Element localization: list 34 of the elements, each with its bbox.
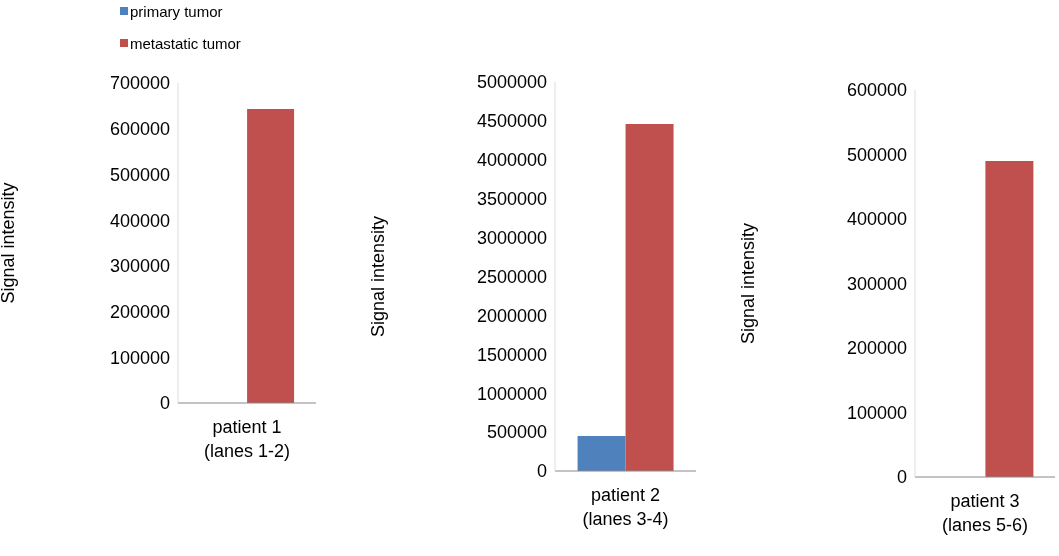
- y-tick-label: 400000: [846, 209, 907, 230]
- y-tick-label: 1500000: [476, 344, 547, 365]
- y-tick-label: 100000: [846, 402, 907, 423]
- y-tick-label: 100000: [109, 347, 170, 368]
- y-tick-label: 300000: [109, 256, 170, 277]
- y-axis-title: Signal intensity: [368, 215, 389, 338]
- y-tick-label: 0: [896, 467, 907, 488]
- y-tick-label: 500000: [846, 144, 907, 165]
- y-axis-title: Signal intensity: [738, 222, 759, 345]
- y-tick-label: 500000: [486, 422, 547, 443]
- y-tick-label: 600000: [109, 119, 170, 140]
- y-tick-label: 0: [536, 461, 547, 482]
- y-tick-label: 300000: [846, 273, 907, 294]
- x-tick-label: patient 1 (lanes 1-2): [203, 417, 291, 461]
- y-tick-label: 4000000: [476, 150, 547, 171]
- y-tick-label: 700000: [109, 73, 170, 94]
- y-tick-label: 500000: [109, 164, 170, 185]
- y-axis-title: Signal intensity: [0, 182, 19, 304]
- legend-label: primary tumor: [130, 2, 223, 20]
- y-tick-label: 5000000: [476, 72, 547, 93]
- y-tick-label: 200000: [109, 301, 170, 322]
- y-tick-label: 0: [159, 393, 170, 414]
- legend-label: metastatic tumor: [130, 34, 241, 52]
- y-tick-label: 3500000: [476, 189, 547, 210]
- y-tick-label: 1000000: [476, 383, 547, 404]
- x-tick-label: patient 2 (lanes 3-4): [582, 485, 669, 529]
- y-tick-label: 4500000: [476, 111, 547, 132]
- y-tick-label: 200000: [846, 338, 907, 359]
- y-tick-label: 2500000: [476, 266, 547, 287]
- y-tick-label: 2000000: [476, 305, 547, 326]
- y-tick-label: 400000: [109, 210, 170, 231]
- y-tick-label: 600000: [846, 80, 907, 101]
- y-tick-label: 3000000: [476, 227, 547, 248]
- x-tick-label: patient 3 (lanes 5-6): [941, 491, 1029, 535]
